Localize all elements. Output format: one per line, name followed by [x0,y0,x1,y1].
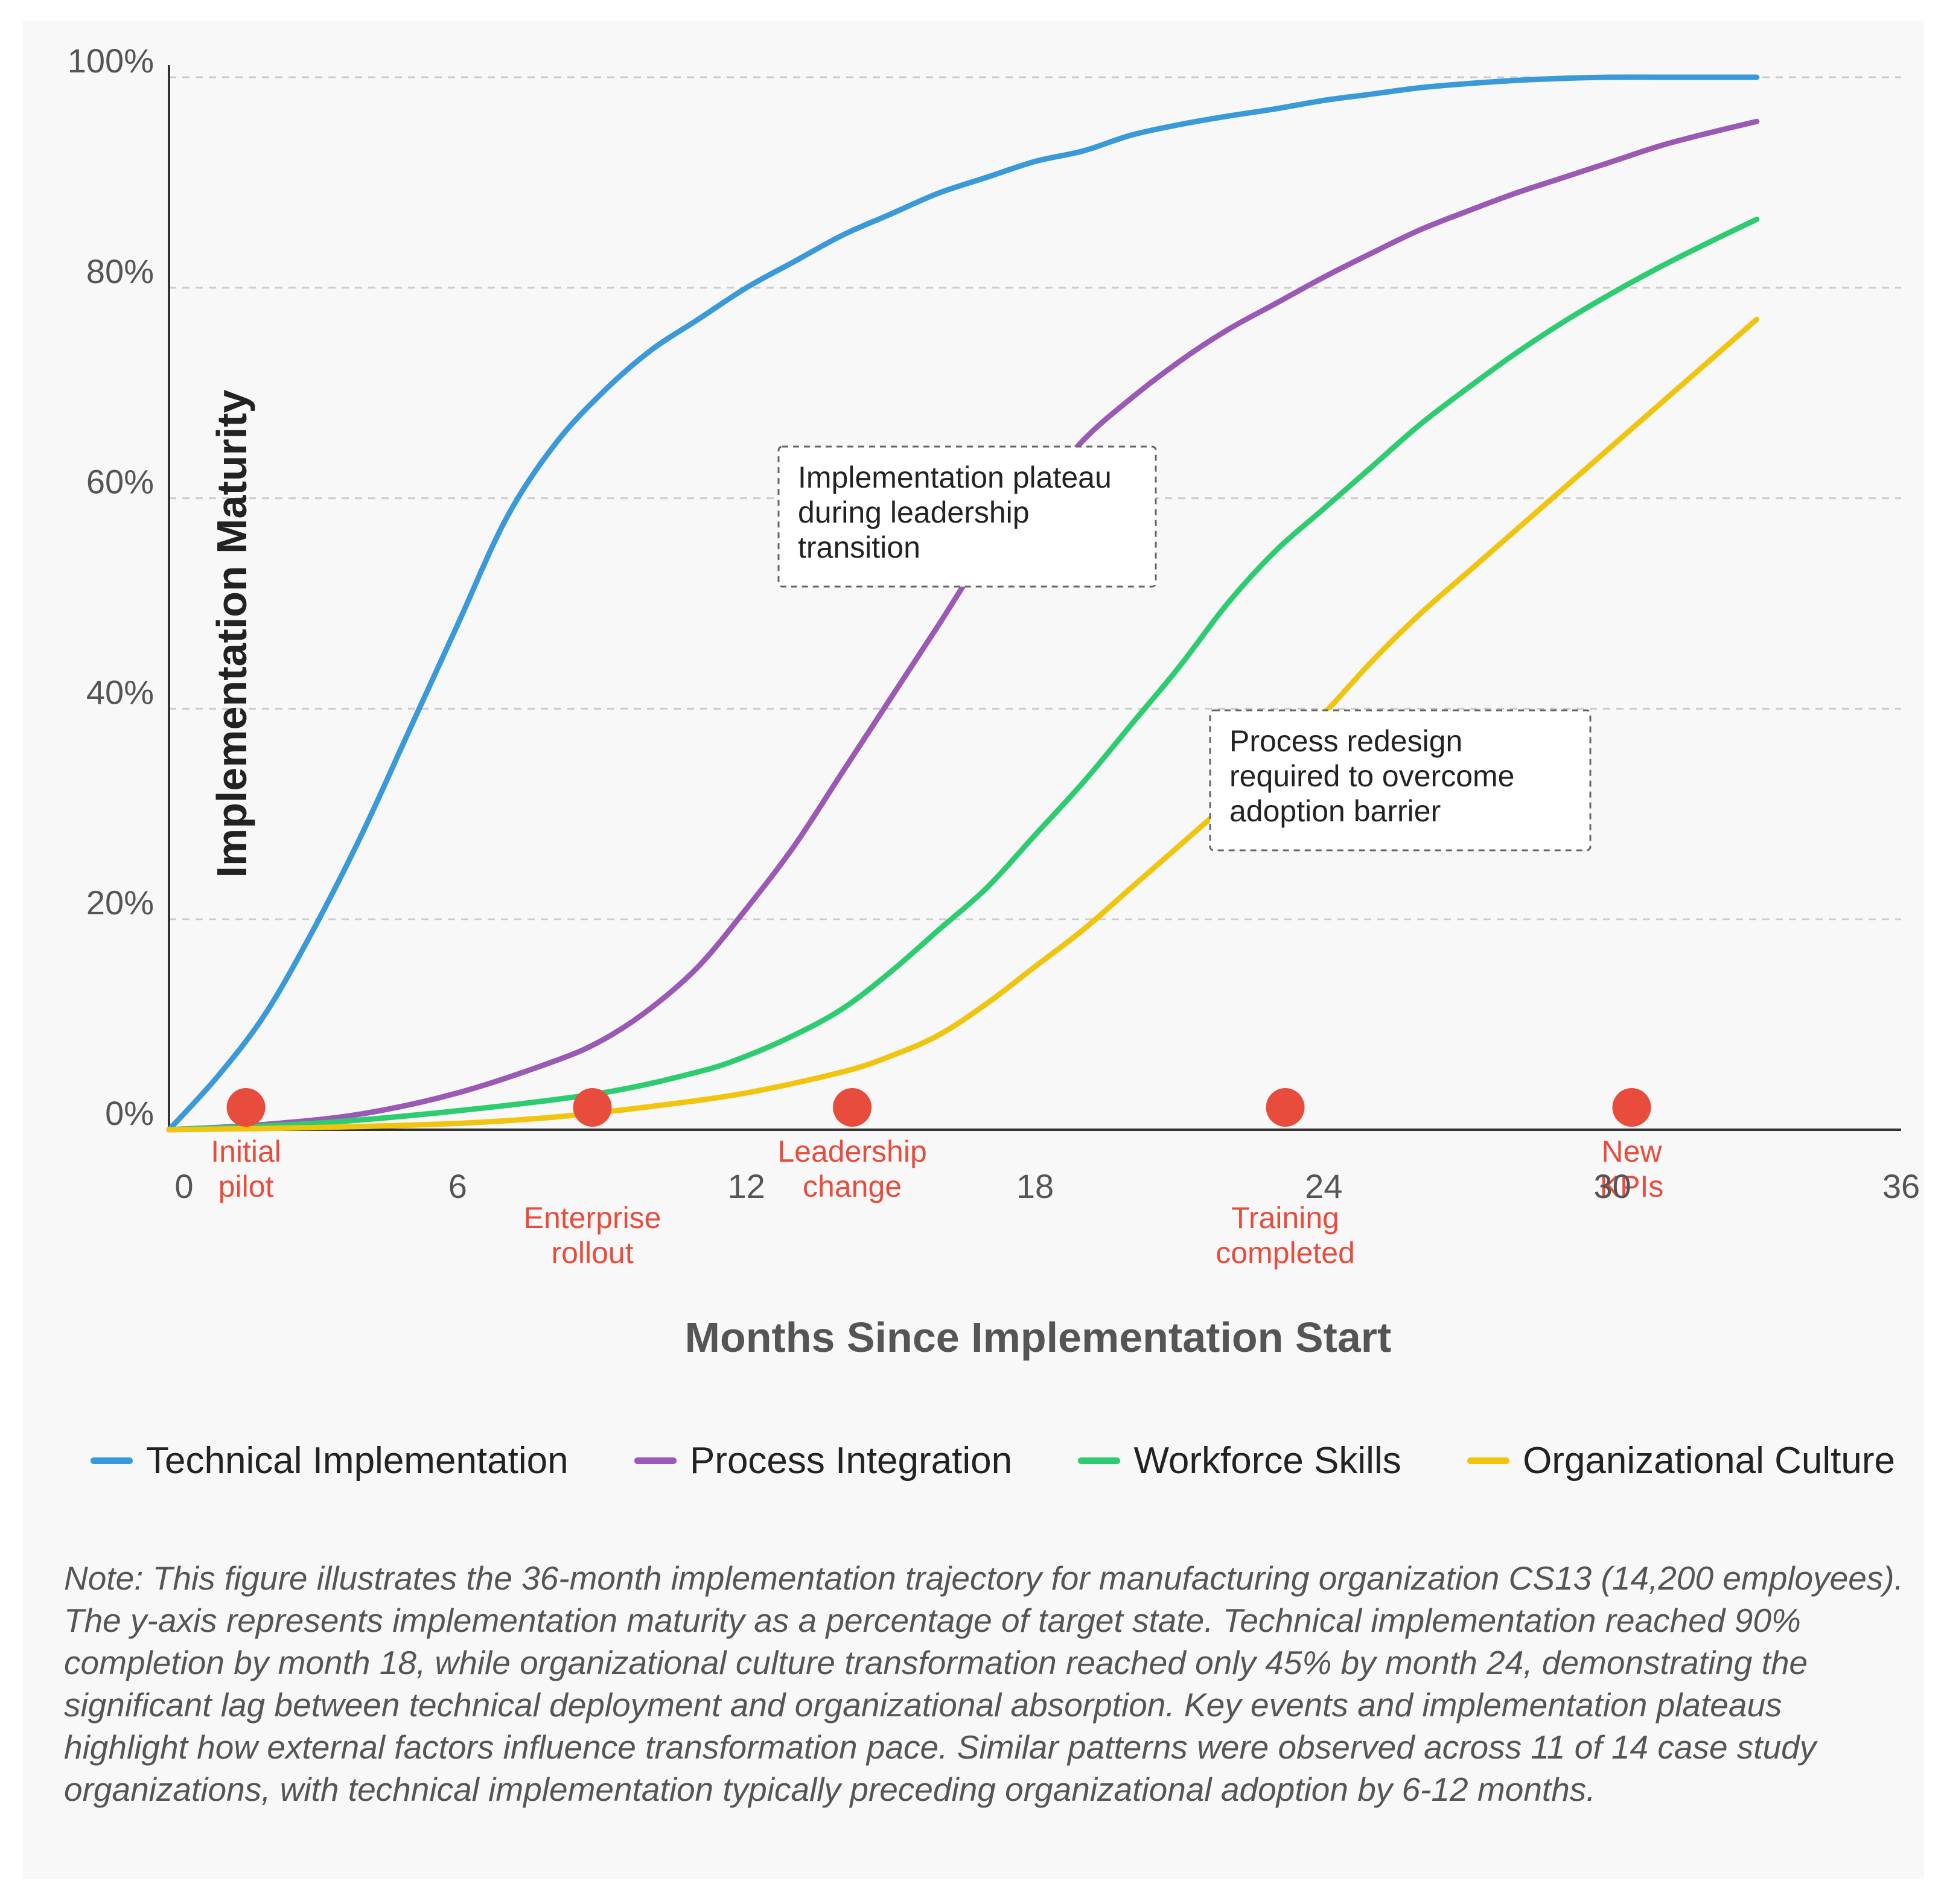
y-axis-label: Implementation Maturity [208,389,255,877]
event-label: KPIs [1600,1170,1664,1203]
event-marker [1612,1088,1651,1127]
legend-swatch [1467,1457,1510,1464]
legend-label: Organizational Culture [1523,1440,1895,1482]
annotation-text: Process redesign [1229,724,1462,758]
x-tick-label: 24 [1305,1167,1342,1205]
annotation-box [777,445,1157,588]
event-label: change [803,1170,902,1203]
y-tick-label: 60% [86,463,154,501]
series-line-process-integration [166,118,1760,1133]
legend-item-technical-implementation[interactable]: Technical Implementation [91,1439,569,1482]
annotation-text: Implementation plateau [798,460,1112,494]
legend-swatch [91,1457,133,1464]
legend-swatch [634,1457,677,1464]
event-label: New [1602,1135,1663,1168]
annotation-text: during leadership [798,495,1030,529]
legend-item-organizational-culture[interactable]: Organizational Culture [1467,1439,1895,1482]
y-tick-label: 100% [68,42,154,80]
x-tick-label: 0 [174,1167,193,1205]
event-label: Enterprise [524,1201,661,1235]
legend-label: Workforce Skills [1133,1440,1401,1482]
x-tick-label: 30 [1594,1167,1631,1205]
event-marker [573,1088,612,1127]
y-tick-label: 20% [86,884,154,922]
annotation-text: adoption barrier [1229,794,1441,828]
annotation-text: transition [798,530,920,564]
x-tick-label: 36 [1882,1167,1920,1205]
event-marker [833,1088,872,1127]
legend-item-process-integration[interactable]: Process Integration [634,1439,1012,1482]
legend-label: Process Integration [689,1440,1013,1482]
annotation-box [1209,709,1592,852]
legend-swatch [1078,1457,1121,1464]
x-tick-label: 12 [728,1167,765,1205]
x-tick-label: 18 [1016,1167,1054,1205]
x-axis-label: Months Since Implementation Start [685,1314,1392,1361]
x-tick-label: 6 [448,1167,467,1205]
event-marker [1266,1088,1305,1127]
legend-item-workforce-skills[interactable]: Workforce Skills [1078,1439,1401,1482]
event-marker [226,1088,266,1127]
figure-note: Note: This figure illustrates the 36-mon… [64,1559,1904,1808]
event-label: completed [1216,1236,1355,1270]
legend: Technical Implementation Process Integra… [91,1439,1895,1482]
figure-panel [23,21,1924,1879]
event-label: Training [1231,1201,1339,1235]
event-label: Leadership [777,1135,926,1168]
event-label: Initial [211,1135,281,1168]
series-line-technical-implementation [166,74,1760,1133]
annotation-text: required to overcome [1229,759,1514,793]
series-line-workforce-skills [166,216,1760,1133]
legend-label: Technical Implementation [146,1440,569,1482]
y-tick-label: 40% [86,673,154,711]
event-label: pilot [218,1170,274,1203]
y-tick-label: 80% [86,252,154,290]
y-tick-label: 0% [105,1094,154,1132]
event-label: rollout [551,1236,633,1270]
